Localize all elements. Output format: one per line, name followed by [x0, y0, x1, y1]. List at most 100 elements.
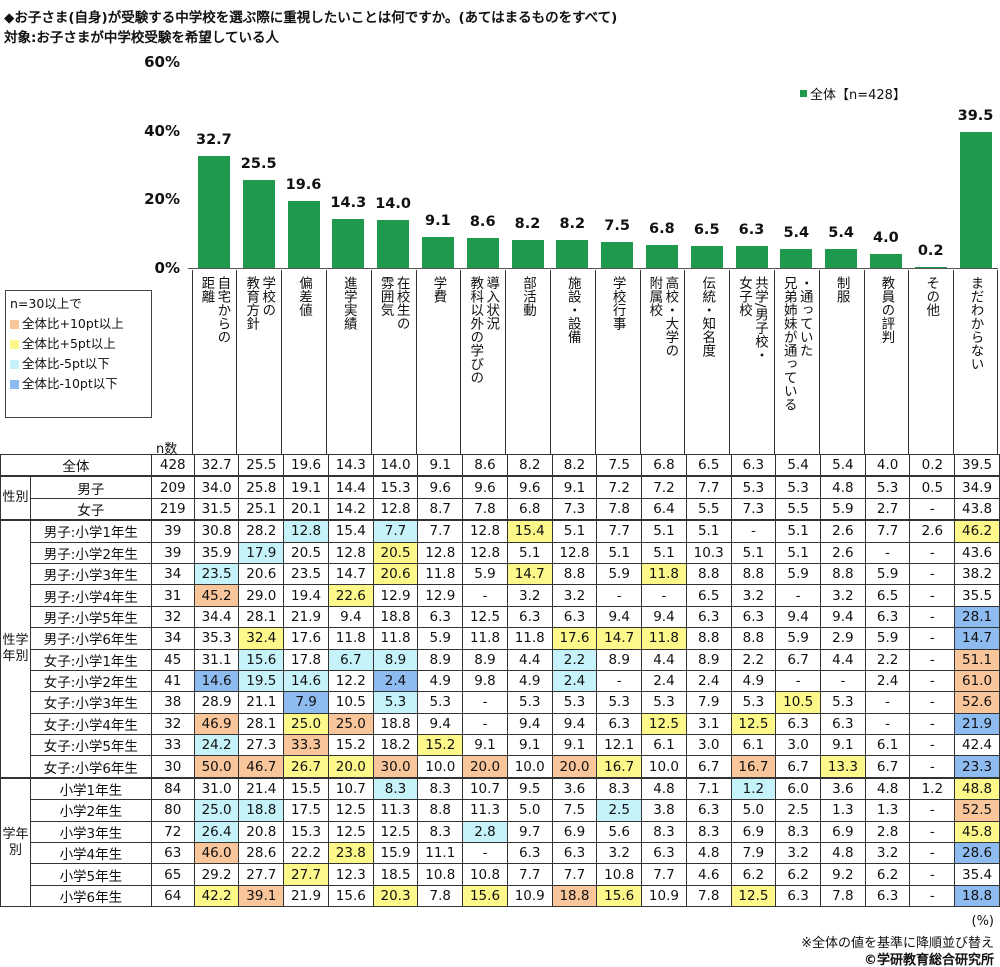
table-cell: - [596, 584, 643, 607]
table-cell: 17.9 [238, 541, 285, 564]
table-cell: 3.2 [551, 584, 598, 607]
table-cell: 16.7 [596, 755, 643, 779]
table-cell: 4.8 [641, 776, 687, 801]
table-cell: 6.1 [730, 734, 777, 757]
table-cell: 10.5 [775, 691, 822, 714]
table-cell: 14.6 [193, 669, 240, 693]
table-cell: 28.1 [238, 605, 285, 629]
row-label: 小学4年生 [29, 842, 152, 865]
table-cell: 15.6 [238, 648, 285, 671]
table-row: 女子:小学3年生 38 28.9 21.1 7.9 10.5 5.3 5.3-5.3 5.3 5.… [1, 691, 1000, 714]
table-cell: 18.8 [551, 884, 598, 908]
table-cell: 7.7 [417, 519, 464, 543]
table-cell: 21.4 [238, 776, 285, 801]
table-cell: 39.5 [954, 454, 1000, 477]
table-cell: 9.4 [596, 605, 643, 629]
table-cell: 12.8 [372, 497, 419, 521]
bar-value-label: 8.6 [469, 214, 496, 231]
table-cell: 6.5 [864, 584, 911, 607]
category-header: 偏差値 [281, 270, 326, 454]
table-cell: - [462, 712, 508, 736]
table-cell: 4.8 [820, 475, 866, 499]
table-cell: - [864, 541, 911, 564]
table-cell: 23.5 [193, 562, 240, 586]
table-cell: 12.5 [641, 712, 687, 736]
table-cell: 9.6 [462, 475, 508, 499]
category-label: 共学/男子校・ 女子校 [735, 276, 768, 362]
table-cell: 8.3 [596, 776, 643, 801]
highlight-legend-heading: n=30以上で [10, 296, 82, 311]
table-cell: 7.8 [462, 497, 508, 521]
table-cell: 27.7 [238, 863, 285, 886]
table-cell: 17.6 [283, 627, 329, 650]
table-cell: 8.8 [730, 562, 777, 586]
table-cell: 3.2 [596, 842, 643, 865]
row-label: 女子 [29, 497, 152, 521]
table-cell: 6.3 [775, 712, 822, 736]
n-count: 209 [150, 475, 195, 499]
table-cell: 14.7 [506, 562, 553, 586]
table-cell: 3.2 [864, 842, 911, 865]
table-cell: 9.7 [506, 820, 553, 844]
n-count: 34 [150, 562, 195, 586]
table-cell: 4.8 [864, 776, 911, 801]
row-label: 小学6年生 [29, 884, 152, 908]
table-cell: 1.3 [820, 799, 866, 822]
table-cell: - [909, 541, 956, 564]
table-cell: 26.7 [283, 755, 329, 779]
table-cell: 8.2 [551, 454, 598, 477]
table-cell: 1.2 [909, 776, 956, 801]
table-cell: 35.4 [954, 863, 1000, 886]
row-label: 女子:小学1年生 [29, 648, 152, 671]
table-cell: 7.9 [730, 842, 777, 865]
category-header: まだわからない [953, 270, 998, 454]
table-cell: 23.3 [954, 755, 1000, 779]
table-cell: 8.3 [775, 820, 822, 844]
table-cell: 11.8 [641, 562, 687, 586]
table-cell: 7.7 [551, 863, 598, 886]
table-cell: - [909, 842, 956, 865]
table-cell: 11.8 [327, 627, 374, 650]
bar-value-label: 14.3 [330, 194, 367, 211]
table-cell: 12.1 [596, 734, 643, 757]
n-count: 428 [150, 454, 195, 477]
table-cell: 17.6 [551, 627, 598, 650]
table-cell: 5.3 [506, 691, 553, 714]
table-cell: 31.0 [193, 776, 240, 801]
table-cell: 52.5 [954, 799, 1000, 822]
copyright: ©学研教育総合研究所 [863, 953, 994, 967]
table-cell: 8.8 [685, 627, 732, 650]
highlight-swatch [10, 379, 19, 389]
table-cell: 5.1 [775, 519, 822, 543]
category-header: 部活動 [505, 270, 550, 454]
table-row: 男子:小学2年生 39 35.9 17.9 20.5 12.8 20.5 12.8 12.8 5.… [1, 541, 1000, 564]
table-cell: 42.4 [954, 734, 1000, 757]
table-cell: 12.9 [417, 584, 464, 607]
n-count: 63 [150, 842, 195, 865]
table-cell: 26.4 [193, 820, 240, 844]
table-cell: 5.1 [641, 519, 687, 543]
chart-title: ◆お子さま(自身)が受験する中学校を選ぶ際に重視したいことは何ですか。(あてはま… [4, 10, 618, 26]
table-row: 小学4年生 63 46.0 28.6 22.2 23.8 15.9 11.1-6.3 6.3 3.… [1, 842, 1000, 865]
table-cell: 27.7 [283, 863, 329, 886]
table-cell: 10.9 [641, 884, 687, 908]
category-label: 教員の評判 [878, 276, 895, 344]
table-cell: 46.7 [238, 755, 285, 779]
category-header: 学費 [415, 270, 461, 454]
table-cell: 11.3 [462, 799, 508, 822]
table-cell: 5.9 [775, 627, 822, 650]
table-cell: 12.8 [551, 541, 598, 564]
bar-value-label: 6.5 [693, 221, 720, 238]
table-cell: 4.6 [685, 863, 732, 886]
row-label: 女子:小学4年生 [29, 712, 152, 736]
table-cell: 14.2 [327, 497, 374, 521]
table-cell: 15.3 [283, 820, 329, 844]
category-label: 制服 [833, 276, 850, 303]
table-cell: 25.0 [327, 712, 374, 736]
table-cell: 8.3 [641, 820, 687, 844]
table-cell: 5.9 [864, 562, 911, 586]
bar [780, 249, 813, 268]
table-cell: - [462, 584, 508, 607]
table-cell: - [909, 884, 956, 908]
table-cell: 2.4 [641, 669, 687, 693]
